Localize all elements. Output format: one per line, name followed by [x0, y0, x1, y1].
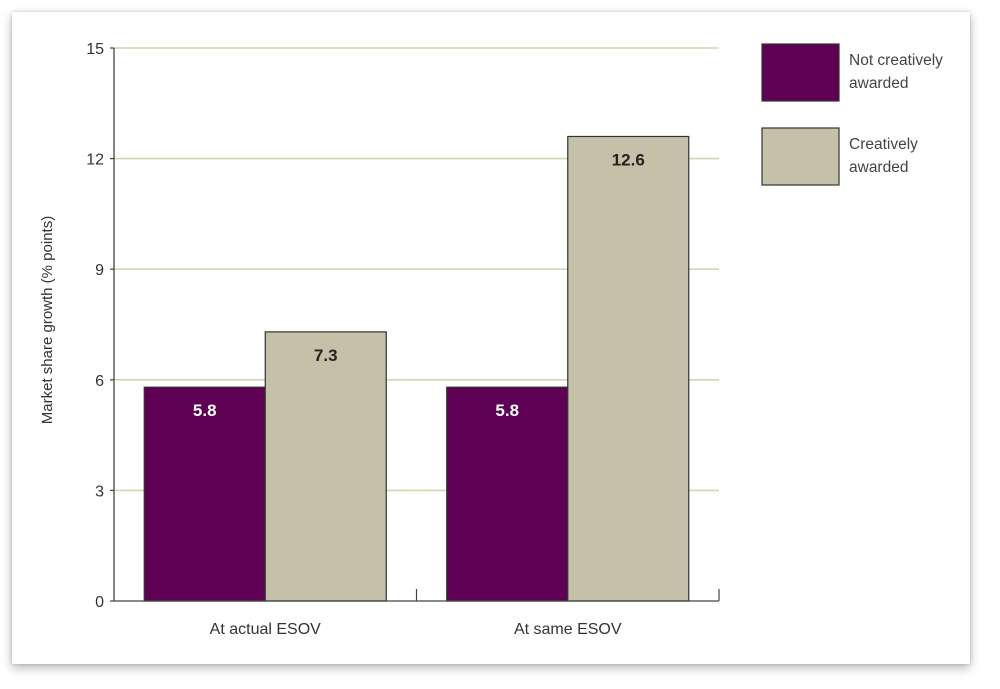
bar-value-label: 12.6	[612, 150, 645, 169]
legend-label: Not creatively	[849, 52, 943, 69]
y-tick-label: 6	[95, 373, 104, 390]
bar-value-label: 5.8	[495, 401, 519, 420]
y-tick-labels: 0 3 6 9 12 15	[86, 41, 114, 611]
bar-value-label: 7.3	[314, 346, 338, 365]
bar	[446, 386, 569, 602]
x-category-label: At same ESOV	[514, 621, 622, 638]
legend-swatch	[761, 43, 840, 102]
legend-label: Creatively	[849, 136, 918, 153]
bar-value-label: 5.8	[193, 401, 217, 420]
legend-label: awarded	[849, 159, 908, 176]
bar	[264, 331, 387, 602]
bar	[567, 135, 690, 602]
y-axis-title: Market share growth (% points)	[39, 216, 56, 424]
x-category-label: At actual ESOV	[210, 621, 321, 638]
y-tick-label: 3	[95, 483, 104, 500]
y-tick-label: 12	[86, 152, 104, 169]
bar	[143, 386, 266, 602]
y-tick-label: 0	[95, 594, 104, 611]
y-tick-label: 9	[95, 262, 104, 279]
legend-label: awarded	[849, 75, 908, 92]
legend-swatch	[761, 127, 840, 186]
y-tick-label: 15	[86, 41, 104, 58]
data-labels: 5.8 7.3 5.8 12.6	[193, 150, 645, 420]
legend: Not creatively awarded Creatively awarded	[761, 43, 943, 186]
bars	[143, 135, 690, 602]
x-tick-labels: At actual ESOV At same ESOV	[210, 589, 720, 638]
